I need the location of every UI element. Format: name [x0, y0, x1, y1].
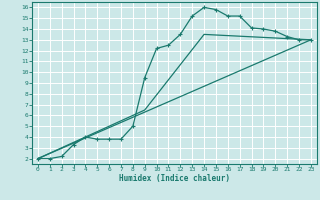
X-axis label: Humidex (Indice chaleur): Humidex (Indice chaleur): [119, 174, 230, 183]
